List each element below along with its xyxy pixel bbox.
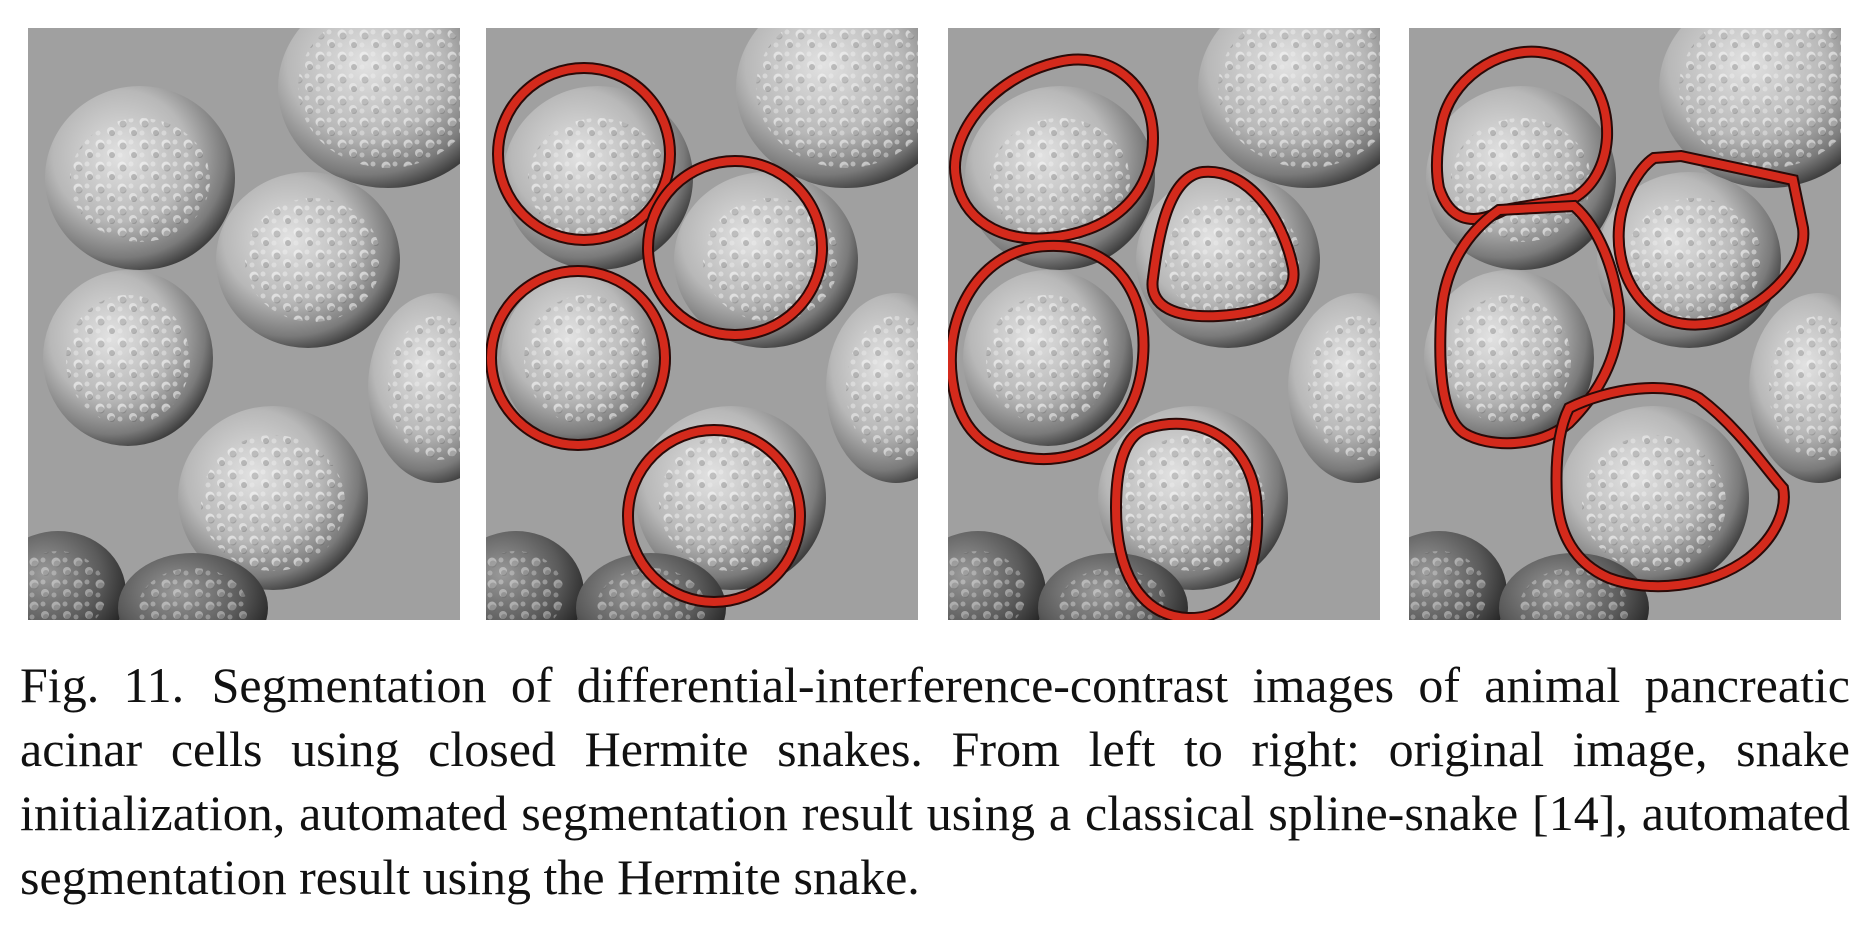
cell-body bbox=[1559, 406, 1749, 590]
snake-contour bbox=[1430, 45, 1614, 225]
snake-contour bbox=[622, 424, 806, 608]
cell-body bbox=[736, 28, 918, 188]
cell-body bbox=[43, 270, 213, 446]
cell-body bbox=[28, 531, 126, 620]
cell-body bbox=[501, 270, 671, 446]
cell-body bbox=[674, 172, 858, 348]
cell-body bbox=[278, 28, 460, 188]
cell-micrograph-original bbox=[28, 28, 460, 620]
cell-body bbox=[368, 293, 460, 483]
snake-contour bbox=[1550, 382, 1790, 593]
cell-micrograph-initialization bbox=[486, 28, 918, 620]
cell-body bbox=[178, 406, 368, 590]
panel-classical-spline-snake bbox=[948, 28, 1380, 620]
snake-contour bbox=[492, 62, 676, 246]
cell-micrograph-hermite-result bbox=[1409, 28, 1841, 620]
snake-contour bbox=[642, 155, 828, 341]
panel-hermite-snake bbox=[1409, 28, 1841, 620]
snake-contour bbox=[1612, 149, 1810, 331]
snake-contour bbox=[949, 53, 1160, 245]
snake-contour bbox=[1109, 417, 1264, 620]
cell-body bbox=[486, 531, 584, 620]
snake-contour bbox=[1146, 165, 1300, 323]
panel-original-image bbox=[28, 28, 460, 620]
cell-body bbox=[826, 293, 918, 483]
cell-body bbox=[963, 270, 1133, 446]
figure-caption: Fig. 11. Segmentation of differential-int… bbox=[20, 653, 1850, 909]
cell-body bbox=[1659, 28, 1841, 188]
cell-body bbox=[216, 172, 400, 348]
snake-contour bbox=[948, 239, 1150, 466]
snake-contour bbox=[1434, 199, 1626, 450]
cell-body bbox=[118, 553, 268, 620]
cell-micrograph-classical-result bbox=[948, 28, 1380, 620]
panel-snake-initialization bbox=[486, 28, 918, 620]
cell-body bbox=[1424, 270, 1594, 446]
caption-text: Segmentation of differential-interferenc… bbox=[20, 657, 1850, 905]
figure-label: Fig. 11. bbox=[20, 657, 185, 713]
cell-body bbox=[1749, 293, 1841, 483]
cell-body bbox=[1288, 293, 1380, 483]
cell-body bbox=[45, 86, 235, 270]
snake-contour bbox=[486, 265, 671, 451]
cell-body bbox=[1409, 531, 1507, 620]
cell-body bbox=[948, 531, 1046, 620]
cell-body bbox=[1198, 28, 1380, 188]
